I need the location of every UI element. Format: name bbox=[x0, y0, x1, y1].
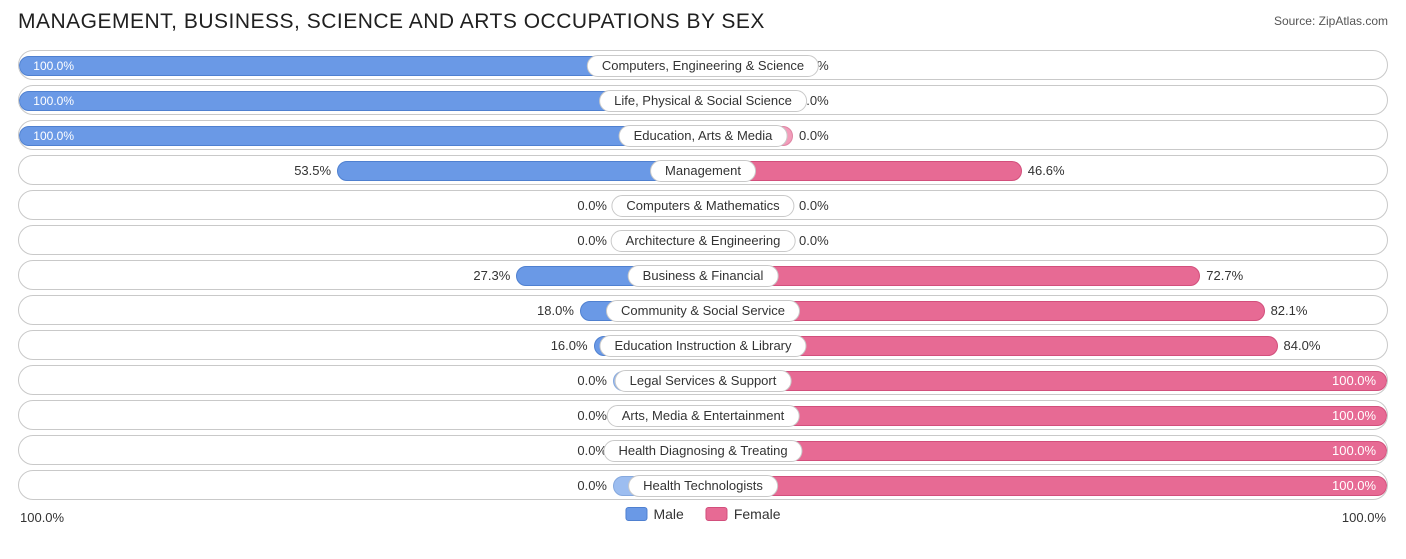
male-pct-label: 16.0% bbox=[551, 331, 588, 360]
category-label: Management bbox=[650, 160, 756, 182]
male-half: 27.3% bbox=[19, 261, 703, 289]
male-pct-label: 0.0% bbox=[577, 401, 607, 430]
male-half: 0.0% bbox=[19, 366, 703, 394]
legend: Male Female bbox=[625, 506, 780, 522]
male-half: 0.0% bbox=[19, 401, 703, 429]
female-pct-label: 100.0% bbox=[1332, 401, 1376, 430]
male-pct-label: 0.0% bbox=[577, 226, 607, 255]
male-half: 100.0% bbox=[19, 121, 703, 149]
legend-label-male: Male bbox=[653, 506, 683, 522]
female-pct-label: 0.0% bbox=[799, 226, 829, 255]
female-half: 100.0% bbox=[703, 401, 1387, 429]
female-bar bbox=[703, 441, 1387, 461]
category-label: Life, Physical & Social Science bbox=[599, 90, 807, 112]
category-label: Legal Services & Support bbox=[615, 370, 792, 392]
male-pct-label: 100.0% bbox=[33, 51, 74, 80]
chart-row: 0.0% 0.0%Computers & Mathematics bbox=[18, 190, 1388, 220]
male-pct-label: 27.3% bbox=[473, 261, 510, 290]
category-label: Business & Financial bbox=[628, 265, 779, 287]
female-half: 46.6% bbox=[703, 156, 1387, 184]
female-pct-label: 100.0% bbox=[1332, 471, 1376, 500]
female-half: 100.0% bbox=[703, 471, 1387, 499]
category-label: Architecture & Engineering bbox=[611, 230, 796, 252]
chart-row: 0.0% 100.0% Arts, Media & Entertainment bbox=[18, 400, 1388, 430]
chart-row: 100.0%0.0%Computers, Engineering & Scien… bbox=[18, 50, 1388, 80]
chart-footer: 100.0% Male Female 100.0% bbox=[18, 506, 1388, 534]
female-half: 100.0% bbox=[703, 366, 1387, 394]
chart-row: 0.0% 100.0% Health Technologists bbox=[18, 470, 1388, 500]
female-half: 82.1% bbox=[703, 296, 1387, 324]
category-label: Computers, Engineering & Science bbox=[587, 55, 819, 77]
female-pct-label: 0.0% bbox=[799, 121, 829, 150]
category-label: Education, Arts & Media bbox=[619, 125, 788, 147]
female-pct-label: 100.0% bbox=[1332, 366, 1376, 395]
male-half: 0.0% bbox=[19, 191, 703, 219]
female-pct-label: 84.0% bbox=[1284, 331, 1321, 360]
legend-swatch-female bbox=[706, 507, 728, 521]
male-pct-label: 100.0% bbox=[33, 86, 74, 115]
male-half: 0.0% bbox=[19, 436, 703, 464]
category-label: Community & Social Service bbox=[606, 300, 800, 322]
category-label: Education Instruction & Library bbox=[599, 335, 806, 357]
chart-row: 100.0%0.0%Life, Physical & Social Scienc… bbox=[18, 85, 1388, 115]
female-half: 0.0% bbox=[703, 226, 1387, 254]
male-bar bbox=[337, 161, 703, 181]
axis-max-right: 100.0% bbox=[1342, 510, 1386, 525]
chart-row: 0.0% 0.0%Architecture & Engineering bbox=[18, 225, 1388, 255]
diverging-bar-chart: 100.0% 0.0% Computers, Engineering & Scien… bbox=[18, 50, 1388, 500]
female-bar bbox=[703, 476, 1387, 496]
female-half: 100.0% bbox=[703, 436, 1387, 464]
axis-max-left: 100.0% bbox=[20, 510, 64, 525]
chart-source: Source: ZipAtlas.com bbox=[1274, 10, 1388, 28]
chart-row: 18.0% 82.1% Community & Social Service bbox=[18, 295, 1388, 325]
chart-row: 16.0% 84.0% Education Instruction & Librar… bbox=[18, 330, 1388, 360]
female-pct-label: 46.6% bbox=[1028, 156, 1065, 185]
category-label: Computers & Mathematics bbox=[611, 195, 794, 217]
chart-row: 27.3% 72.7% Business & Financial bbox=[18, 260, 1388, 290]
female-half: 0.0% bbox=[703, 191, 1387, 219]
female-pct-label: 72.7% bbox=[1206, 261, 1243, 290]
female-half: 0.0% bbox=[703, 121, 1387, 149]
legend-female: Female bbox=[706, 506, 781, 522]
category-label: Health Diagnosing & Treating bbox=[603, 440, 802, 462]
chart-title: MANAGEMENT, BUSINESS, SCIENCE AND ARTS O… bbox=[18, 10, 765, 34]
male-pct-label: 18.0% bbox=[537, 296, 574, 325]
male-pct-label: 0.0% bbox=[577, 191, 607, 220]
category-label: Arts, Media & Entertainment bbox=[607, 405, 800, 427]
chart-row: 100.0% 0.0% Education, Arts & Media bbox=[18, 120, 1388, 150]
male-pct-label: 100.0% bbox=[33, 121, 74, 150]
chart-header: MANAGEMENT, BUSINESS, SCIENCE AND ARTS O… bbox=[18, 10, 1388, 34]
chart-row: 53.5% 46.6% Management bbox=[18, 155, 1388, 185]
male-half: 0.0% bbox=[19, 226, 703, 254]
legend-swatch-male bbox=[625, 507, 647, 521]
female-bar bbox=[703, 406, 1387, 426]
female-pct-label: 0.0% bbox=[799, 191, 829, 220]
category-label: Health Technologists bbox=[628, 475, 778, 497]
male-pct-label: 0.0% bbox=[577, 471, 607, 500]
legend-label-female: Female bbox=[734, 506, 781, 522]
female-bar bbox=[703, 371, 1387, 391]
female-pct-label: 82.1% bbox=[1271, 296, 1308, 325]
chart-row: 0.0% 100.0% Legal Services & Support bbox=[18, 365, 1388, 395]
male-half: 0.0% bbox=[19, 471, 703, 499]
male-half: 53.5% bbox=[19, 156, 703, 184]
male-pct-label: 53.5% bbox=[294, 156, 331, 185]
female-half: 72.7% bbox=[703, 261, 1387, 289]
male-half: 18.0% bbox=[19, 296, 703, 324]
legend-male: Male bbox=[625, 506, 683, 522]
female-pct-label: 100.0% bbox=[1332, 436, 1376, 465]
male-pct-label: 0.0% bbox=[577, 366, 607, 395]
male-bar bbox=[19, 126, 703, 146]
chart-row: 0.0% 100.0% Health Diagnosing & Treating bbox=[18, 435, 1388, 465]
